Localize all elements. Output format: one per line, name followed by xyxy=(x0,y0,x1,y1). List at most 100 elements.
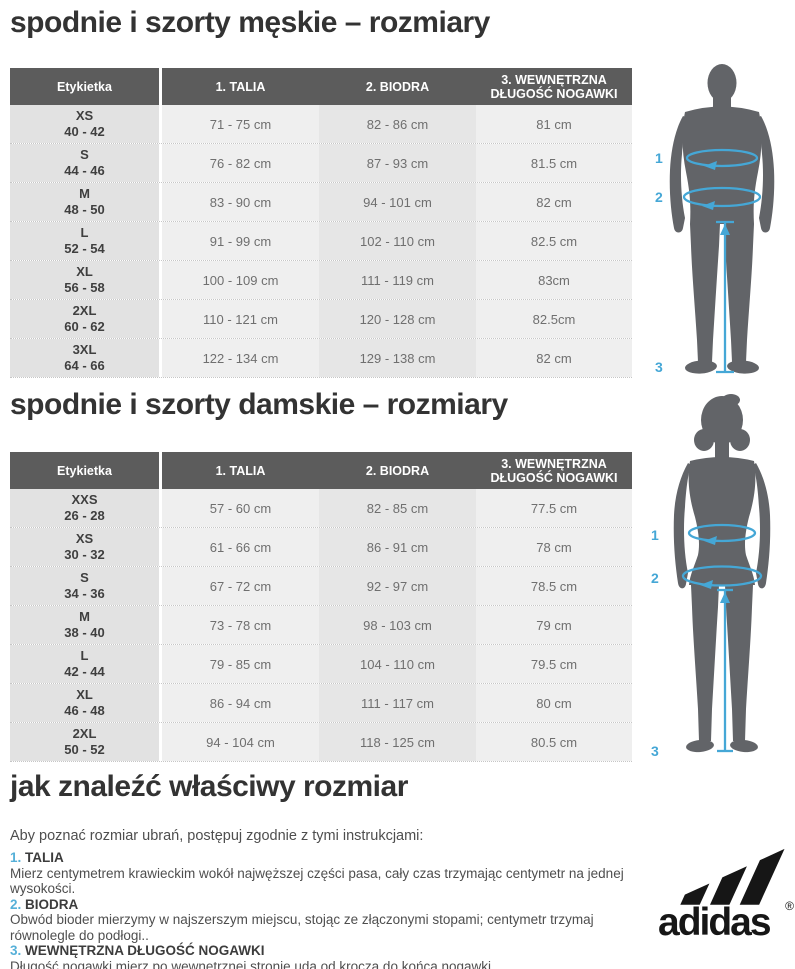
talia-cell: 110 - 121 cm xyxy=(162,300,319,338)
step-heading: 3. WEWNĘTRZNA DŁUGOŚĆ NOGAWKI xyxy=(10,943,265,958)
men-table-header-row: Etykietka 1. TALIA 2. BIODRA 3. WEWNĘTRZ… xyxy=(10,68,632,105)
hips-measure-label: 2 xyxy=(655,189,663,205)
waist-measure-label: 1 xyxy=(651,527,659,543)
table-row: XL 56 - 58 100 - 109 cm 111 - 119 cm 83cm xyxy=(10,261,632,300)
header-talia: 1. TALIA xyxy=(215,463,266,478)
biodra-cell: 104 - 110 cm xyxy=(319,645,476,683)
registered-trademark-symbol: ® xyxy=(785,899,794,913)
nogawka-cell: 82 cm xyxy=(476,183,632,221)
talia-cell: 79 - 85 cm xyxy=(162,645,319,683)
talia-cell: 122 - 134 cm xyxy=(162,339,319,377)
female-silhouette-icon xyxy=(673,394,771,753)
nogawka-cell: 77.5 cm xyxy=(476,489,632,527)
inseam-measure-label: 3 xyxy=(651,743,659,759)
biodra-cell: 111 - 119 cm xyxy=(319,261,476,299)
measurement-arrows xyxy=(681,523,763,753)
size-label-cell: XS 30 - 32 xyxy=(10,528,162,566)
table-row: L 52 - 54 91 - 99 cm 102 - 110 cm 82.5 cm xyxy=(10,222,632,261)
table-row: XS 40 - 42 71 - 75 cm 82 - 86 cm 81 cm xyxy=(10,105,632,144)
women-section-title: spodnie i szorty damskie – rozmiary xyxy=(10,388,508,421)
biodra-cell: 102 - 110 cm xyxy=(319,222,476,260)
size-label-cell: 2XL 50 - 52 xyxy=(10,723,162,761)
biodra-cell: 111 - 117 cm xyxy=(319,684,476,722)
women-table-header-row: Etykietka 1. TALIA 2. BIODRA 3. WEWNĘTRZ… xyxy=(10,452,632,489)
biodra-cell: 92 - 97 cm xyxy=(319,567,476,605)
howto-section-title: jak znaleźć właściwy rozmiar xyxy=(10,770,408,803)
nogawka-cell: 82.5cm xyxy=(476,300,632,338)
adidas-three-stripes-icon xyxy=(680,848,785,905)
talia-cell: 71 - 75 cm xyxy=(162,105,319,143)
talia-cell: 57 - 60 cm xyxy=(162,489,319,527)
size-label-cell: XS 40 - 42 xyxy=(10,105,162,143)
size-label-cell: S 44 - 46 xyxy=(10,144,162,182)
size-label-cell: M 48 - 50 xyxy=(10,183,162,221)
table-row: 2XL 60 - 62 110 - 121 cm 120 - 128 cm 82.… xyxy=(10,300,632,339)
biodra-cell: 129 - 138 cm xyxy=(319,339,476,377)
talia-cell: 94 - 104 cm xyxy=(162,723,319,761)
nogawka-cell: 83cm xyxy=(476,261,632,299)
talia-cell: 91 - 99 cm xyxy=(162,222,319,260)
step-talia: 1. TALIA Mierz centymetrem krawieckim wo… xyxy=(10,850,658,897)
step-heading: 2. BIODRA xyxy=(10,896,79,912)
talia-cell: 100 - 109 cm xyxy=(162,261,319,299)
nogawka-cell: 78.5 cm xyxy=(476,567,632,605)
talia-cell: 86 - 94 cm xyxy=(162,684,319,722)
men-section-title: spodnie i szorty męskie – rozmiary xyxy=(10,6,490,39)
table-row: M 38 - 40 73 - 78 cm 98 - 103 cm 79 cm xyxy=(10,606,632,645)
table-row: XXS 26 - 28 57 - 60 cm 82 - 85 cm 77.5 cm xyxy=(10,489,632,528)
male-silhouette-icon xyxy=(669,64,775,374)
table-row: XL 46 - 48 86 - 94 cm 111 - 117 cm 80 cm xyxy=(10,684,632,723)
talia-cell: 73 - 78 cm xyxy=(162,606,319,644)
nogawka-cell: 80 cm xyxy=(476,684,632,722)
howto-steps: 1. TALIA Mierz centymetrem krawieckim wo… xyxy=(10,850,658,969)
nogawka-cell: 80.5 cm xyxy=(476,723,632,761)
waist-measure-label: 1 xyxy=(655,150,663,166)
adidas-logo: adidas ® xyxy=(656,843,794,963)
female-silhouette-figure: 1 2 3 xyxy=(638,393,795,765)
nogawka-cell: 78 cm xyxy=(476,528,632,566)
inseam-measure-label: 3 xyxy=(655,359,663,375)
women-size-table: Etykietka 1. TALIA 2. BIODRA 3. WEWNĘTRZ… xyxy=(10,452,632,762)
talia-cell: 61 - 66 cm xyxy=(162,528,319,566)
measurement-arrows xyxy=(682,148,762,374)
size-label-cell: XL 56 - 58 xyxy=(10,261,162,299)
adidas-wordmark: adidas xyxy=(658,901,772,944)
step-name: WEWNĘTRZNA DŁUGOŚĆ NOGAWKI xyxy=(25,943,265,958)
table-row: S 34 - 36 67 - 72 cm 92 - 97 cm 78.5 cm xyxy=(10,567,632,606)
biodra-cell: 118 - 125 cm xyxy=(319,723,476,761)
header-etykietka: Etykietka xyxy=(10,68,162,105)
biodra-cell: 82 - 85 cm xyxy=(319,489,476,527)
biodra-cell: 120 - 128 cm xyxy=(319,300,476,338)
biodra-cell: 86 - 91 cm xyxy=(319,528,476,566)
table-row: M 48 - 50 83 - 90 cm 94 - 101 cm 82 cm xyxy=(10,183,632,222)
table-row: 2XL 50 - 52 94 - 104 cm 118 - 125 cm 80.5… xyxy=(10,723,632,762)
howto-intro-text: Aby poznać rozmiar ubrań, postępuj zgodn… xyxy=(10,828,424,844)
size-label-cell: XL 46 - 48 xyxy=(10,684,162,722)
step-heading: 1. TALIA xyxy=(10,850,64,865)
nogawka-cell: 81 cm xyxy=(476,105,632,143)
size-label-cell: L 52 - 54 xyxy=(10,222,162,260)
size-label-cell: L 42 - 44 xyxy=(10,645,162,683)
nogawka-cell: 79 cm xyxy=(476,606,632,644)
step-description: Mierz centymetrem krawieckim wokół najwę… xyxy=(10,865,624,897)
biodra-cell: 94 - 101 cm xyxy=(319,183,476,221)
nogawka-cell: 82.5 cm xyxy=(476,222,632,260)
header-biodra: 2. BIODRA xyxy=(365,79,430,94)
biodra-cell: 87 - 93 cm xyxy=(319,144,476,182)
men-size-table: Etykietka 1. TALIA 2. BIODRA 3. WEWNĘTRZ… xyxy=(10,68,632,378)
step-name: TALIA xyxy=(25,850,64,865)
header-biodra: 2. BIODRA xyxy=(365,463,430,478)
header-talia: 1. TALIA xyxy=(215,79,266,94)
male-silhouette-figure: 1 2 3 xyxy=(638,60,795,380)
table-row: XS 30 - 32 61 - 66 cm 86 - 91 cm 78 cm xyxy=(10,528,632,567)
table-row: L 42 - 44 79 - 85 cm 104 - 110 cm 79.5 cm xyxy=(10,645,632,684)
size-label-cell: XXS 26 - 28 xyxy=(10,489,162,527)
nogawka-cell: 79.5 cm xyxy=(476,645,632,683)
step-biodra: 2. BIODRA Obwód bioder mierzymy w najsze… xyxy=(10,897,658,944)
table-row: S 44 - 46 76 - 82 cm 87 - 93 cm 81.5 cm xyxy=(10,144,632,183)
biodra-cell: 98 - 103 cm xyxy=(319,606,476,644)
talia-cell: 76 - 82 cm xyxy=(162,144,319,182)
talia-cell: 83 - 90 cm xyxy=(162,183,319,221)
biodra-cell: 82 - 86 cm xyxy=(319,105,476,143)
